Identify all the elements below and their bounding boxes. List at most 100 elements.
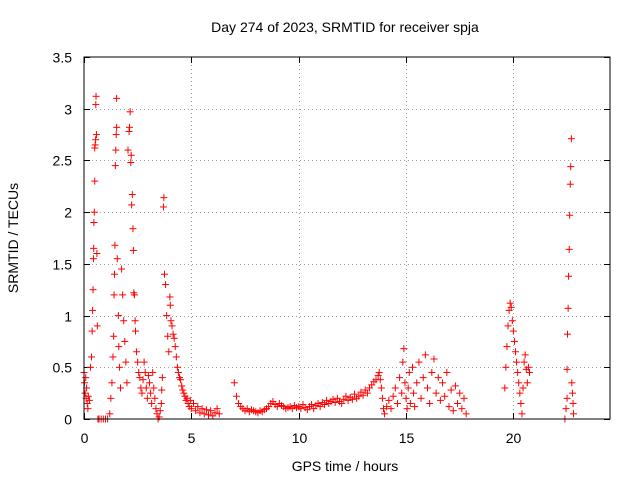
- data-point: [348, 395, 356, 403]
- data-point: [320, 401, 328, 409]
- data-point: [374, 372, 382, 380]
- data-point: [387, 405, 395, 413]
- data-point: [151, 394, 159, 402]
- x-axis-label: GPS time / hours: [292, 458, 399, 474]
- y-axis-label: SRMTID / TECUs: [5, 183, 21, 293]
- data-point: [205, 411, 213, 419]
- data-point: [564, 304, 572, 312]
- data-point: [127, 158, 135, 166]
- data-point: [110, 270, 118, 278]
- data-point: [451, 382, 459, 390]
- data-point: [316, 403, 324, 411]
- data-point: [93, 322, 101, 330]
- data-point: [144, 372, 152, 380]
- data-point: [391, 384, 399, 392]
- data-point: [157, 399, 165, 407]
- data-point: [134, 358, 142, 366]
- x-tick-label: 15: [399, 430, 415, 446]
- data-point: [399, 358, 407, 366]
- data-point: [112, 131, 120, 139]
- data-point: [142, 384, 150, 392]
- grid-lines: [84, 57, 610, 419]
- data-point: [375, 368, 383, 376]
- data-point: [107, 394, 115, 402]
- y-tick-label: 0.5: [53, 360, 73, 376]
- x-tick-label: 0: [81, 430, 89, 446]
- data-point: [351, 390, 359, 398]
- data-point: [86, 363, 94, 371]
- data-point: [523, 379, 531, 387]
- data-point: [441, 392, 449, 400]
- data-point: [515, 379, 523, 387]
- data-point: [147, 389, 155, 397]
- data-point: [434, 374, 442, 382]
- data-point: [116, 384, 124, 392]
- data-point: [376, 376, 384, 384]
- data-point: [202, 406, 210, 414]
- data-point: [133, 348, 141, 356]
- data-points: [80, 92, 578, 423]
- data-point: [150, 384, 158, 392]
- data-point: [458, 405, 466, 413]
- data-point: [92, 101, 100, 109]
- data-point: [417, 394, 425, 402]
- data-point: [149, 368, 157, 376]
- plot-frame: [83, 56, 611, 420]
- data-point: [93, 250, 101, 258]
- data-point: [507, 303, 515, 311]
- data-point: [112, 146, 120, 154]
- data-point: [171, 343, 179, 351]
- data-point: [85, 396, 93, 404]
- data-point: [140, 358, 148, 366]
- data-point: [504, 322, 512, 330]
- data-point: [119, 291, 127, 299]
- x-tick-label: 5: [188, 430, 196, 446]
- data-point: [520, 358, 528, 366]
- data-point: [84, 392, 92, 400]
- x-tick-label: 10: [292, 430, 308, 446]
- data-point: [115, 363, 123, 371]
- data-point: [211, 409, 219, 417]
- data-point: [124, 146, 132, 154]
- data-point: [129, 246, 137, 254]
- data-point: [563, 365, 571, 373]
- data-point: [174, 368, 182, 376]
- data-point: [517, 399, 525, 407]
- data-point: [445, 403, 453, 411]
- y-tick-label: 1.5: [53, 257, 73, 273]
- data-point: [518, 410, 526, 418]
- data-point: [396, 374, 404, 382]
- data-point: [110, 291, 118, 299]
- data-point: [426, 399, 434, 407]
- data-point: [120, 317, 128, 325]
- y-tick-label: 2.5: [53, 153, 73, 169]
- data-point: [403, 405, 411, 413]
- data-point: [207, 407, 215, 415]
- data-point: [454, 399, 462, 407]
- data-point: [156, 407, 164, 415]
- data-point: [389, 392, 397, 400]
- data-point: [177, 376, 185, 384]
- data-point: [439, 379, 447, 387]
- data-point: [139, 376, 147, 384]
- y-tick-label: 3.5: [53, 50, 73, 66]
- data-point: [398, 389, 406, 397]
- data-point: [565, 245, 573, 253]
- data-point: [167, 317, 175, 325]
- data-point: [568, 379, 576, 387]
- data-point: [165, 348, 173, 356]
- y-tick-label: 0: [64, 412, 72, 428]
- data-point: [89, 255, 97, 263]
- data-point: [508, 317, 516, 325]
- data-point: [128, 201, 136, 209]
- data-point: [178, 382, 186, 390]
- data-point: [166, 301, 174, 309]
- data-point: [514, 368, 522, 376]
- data-point: [566, 211, 574, 219]
- data-point: [506, 299, 514, 307]
- data-point: [449, 407, 457, 415]
- data-point: [405, 368, 413, 376]
- data-point: [110, 332, 118, 340]
- data-point: [126, 123, 134, 131]
- data-point: [567, 163, 575, 171]
